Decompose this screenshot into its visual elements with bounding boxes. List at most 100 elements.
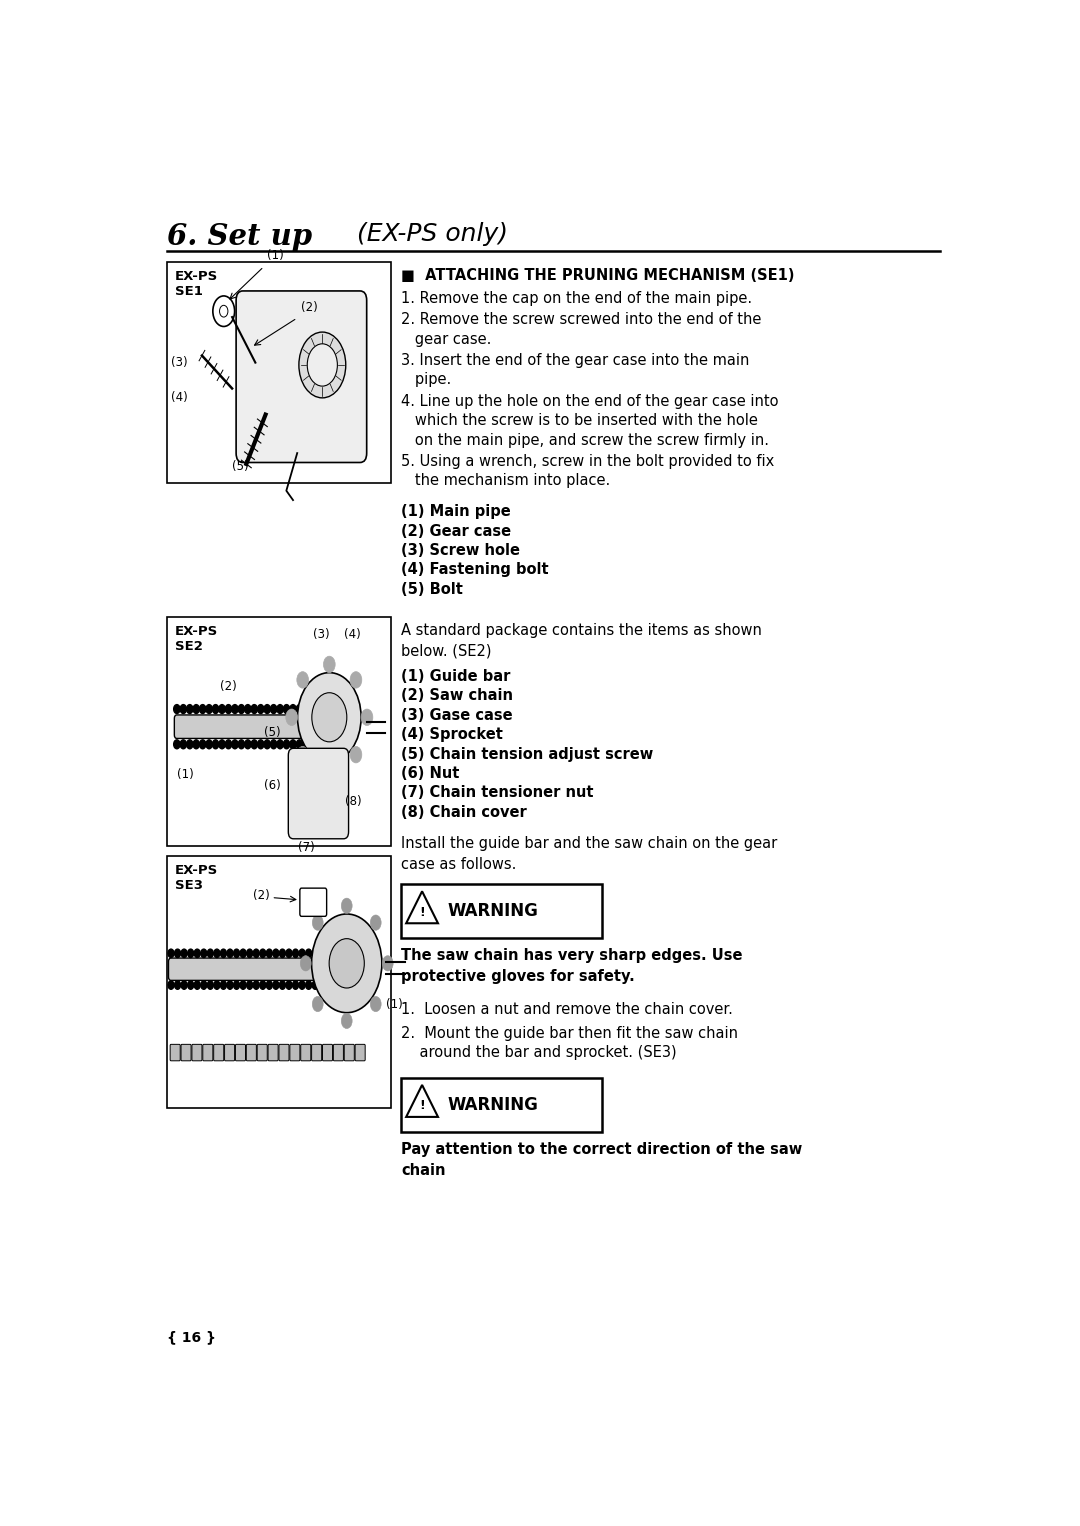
- Text: (6): (6): [264, 780, 281, 792]
- Circle shape: [273, 949, 279, 958]
- FancyBboxPatch shape: [181, 1044, 191, 1061]
- Text: Install the guide bar and the saw chain on the gear
case as follows.: Install the guide bar and the saw chain …: [401, 836, 778, 871]
- Circle shape: [299, 981, 306, 989]
- Circle shape: [253, 981, 259, 989]
- Text: (4): (4): [171, 391, 188, 404]
- Circle shape: [299, 949, 306, 958]
- Circle shape: [361, 710, 373, 725]
- Circle shape: [312, 949, 319, 958]
- Circle shape: [168, 949, 174, 958]
- Text: (5) Chain tension adjust screw: (5) Chain tension adjust screw: [401, 746, 653, 761]
- Text: (1): (1): [177, 768, 193, 781]
- Circle shape: [296, 740, 302, 749]
- Text: (8) Chain cover: (8) Chain cover: [401, 804, 527, 819]
- FancyBboxPatch shape: [401, 884, 602, 938]
- Text: ■  ATTACHING THE PRUNING MECHANISM (SE1): ■ ATTACHING THE PRUNING MECHANISM (SE1): [401, 267, 795, 282]
- Circle shape: [300, 955, 311, 971]
- Text: (5): (5): [232, 461, 248, 473]
- Circle shape: [226, 705, 231, 714]
- Circle shape: [325, 949, 332, 958]
- Circle shape: [251, 705, 257, 714]
- Text: 3. Insert the end of the gear case into the main: 3. Insert the end of the gear case into …: [401, 353, 750, 368]
- Circle shape: [200, 740, 206, 749]
- Circle shape: [286, 949, 292, 958]
- Circle shape: [276, 740, 283, 749]
- Circle shape: [323, 761, 335, 778]
- Circle shape: [168, 981, 174, 989]
- FancyBboxPatch shape: [166, 262, 391, 482]
- Circle shape: [206, 740, 213, 749]
- Circle shape: [187, 705, 193, 714]
- Circle shape: [214, 981, 220, 989]
- Text: (1) Main pipe: (1) Main pipe: [401, 504, 511, 519]
- Text: EX-PS
SE1: EX-PS SE1: [175, 270, 218, 298]
- Text: 5. Using a wrench, screw in the bolt provided to fix: 5. Using a wrench, screw in the bolt pro…: [401, 453, 774, 468]
- Circle shape: [220, 981, 227, 989]
- FancyBboxPatch shape: [166, 617, 391, 845]
- Circle shape: [267, 981, 272, 989]
- Text: (8): (8): [346, 795, 362, 807]
- Circle shape: [220, 949, 227, 958]
- Circle shape: [207, 949, 214, 958]
- Circle shape: [260, 949, 266, 958]
- Text: (3): (3): [171, 356, 188, 369]
- Text: 2.  Mount the guide bar then fit the saw chain: 2. Mount the guide bar then fit the saw …: [401, 1025, 738, 1041]
- Circle shape: [194, 981, 200, 989]
- FancyBboxPatch shape: [171, 1044, 180, 1061]
- Circle shape: [174, 740, 180, 749]
- Text: (5) Bolt: (5) Bolt: [401, 581, 463, 597]
- Circle shape: [264, 740, 270, 749]
- Circle shape: [306, 981, 312, 989]
- Circle shape: [283, 740, 289, 749]
- Text: !: !: [419, 906, 424, 919]
- Text: (7) Chain tensioner nut: (7) Chain tensioner nut: [401, 786, 594, 800]
- Text: which the screw is to be inserted with the hole: which the screw is to be inserted with t…: [401, 414, 758, 429]
- Circle shape: [257, 705, 264, 714]
- Circle shape: [201, 981, 206, 989]
- Circle shape: [289, 705, 296, 714]
- Circle shape: [206, 705, 213, 714]
- Text: 1.  Loosen a nut and remove the chain cover.: 1. Loosen a nut and remove the chain cov…: [401, 1003, 733, 1018]
- Circle shape: [299, 333, 346, 398]
- Circle shape: [312, 916, 323, 931]
- Text: (2): (2): [301, 302, 319, 314]
- FancyBboxPatch shape: [345, 1044, 354, 1061]
- Circle shape: [207, 981, 214, 989]
- Circle shape: [239, 705, 244, 714]
- Circle shape: [219, 740, 226, 749]
- FancyBboxPatch shape: [279, 1044, 289, 1061]
- Circle shape: [245, 740, 251, 749]
- Circle shape: [325, 981, 332, 989]
- FancyBboxPatch shape: [214, 1044, 224, 1061]
- Text: on the main pipe, and screw the screw firmly in.: on the main pipe, and screw the screw fi…: [401, 432, 769, 447]
- FancyBboxPatch shape: [334, 1044, 343, 1061]
- FancyBboxPatch shape: [300, 888, 326, 916]
- Circle shape: [193, 740, 200, 749]
- Circle shape: [306, 949, 312, 958]
- Circle shape: [193, 705, 200, 714]
- Circle shape: [312, 996, 323, 1012]
- Circle shape: [350, 746, 362, 763]
- Text: (2): (2): [220, 679, 237, 693]
- Text: (4): (4): [345, 629, 361, 641]
- FancyBboxPatch shape: [355, 1044, 365, 1061]
- Circle shape: [267, 949, 272, 958]
- Text: 1. Remove the cap on the end of the main pipe.: 1. Remove the cap on the end of the main…: [401, 291, 753, 307]
- Circle shape: [174, 705, 180, 714]
- FancyBboxPatch shape: [237, 291, 367, 462]
- Circle shape: [232, 740, 238, 749]
- Circle shape: [382, 955, 393, 971]
- Polygon shape: [406, 1085, 438, 1117]
- Circle shape: [370, 916, 381, 931]
- Text: the mechanism into place.: the mechanism into place.: [401, 473, 610, 488]
- Text: (EX-PS only): (EX-PS only): [349, 221, 509, 246]
- Circle shape: [323, 656, 335, 673]
- Text: (2) Saw chain: (2) Saw chain: [401, 688, 513, 703]
- Text: 2. Remove the screw screwed into the end of the: 2. Remove the screw screwed into the end…: [401, 313, 761, 327]
- Circle shape: [213, 296, 234, 327]
- Text: gear case.: gear case.: [401, 331, 491, 346]
- Text: (4) Sprocket: (4) Sprocket: [401, 728, 503, 742]
- Text: 6. Set up: 6. Set up: [166, 221, 312, 250]
- Text: (3) Screw hole: (3) Screw hole: [401, 543, 521, 559]
- Circle shape: [227, 949, 233, 958]
